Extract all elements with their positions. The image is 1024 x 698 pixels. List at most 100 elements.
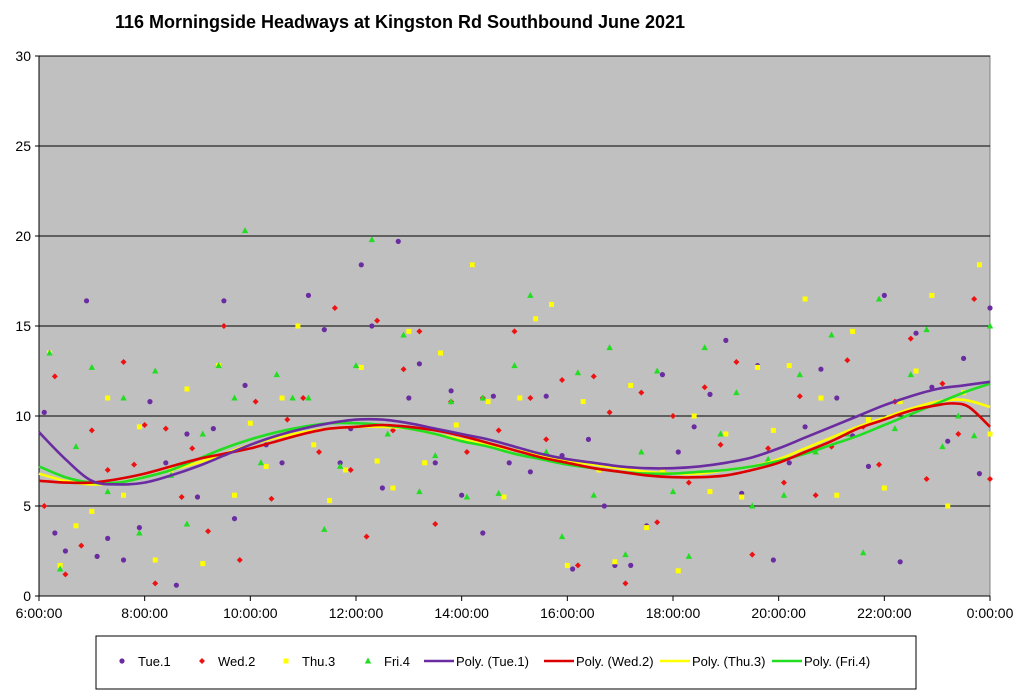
data-point	[818, 395, 824, 401]
data-point	[733, 389, 740, 396]
data-point	[786, 460, 792, 466]
data-point	[152, 580, 159, 587]
data-point	[585, 436, 592, 442]
data-point	[590, 491, 597, 498]
data-point	[622, 580, 629, 587]
data-point	[548, 301, 554, 307]
legend-item: Poly. (Thu.3)	[660, 654, 765, 669]
data-point	[220, 323, 227, 329]
data-point	[268, 495, 275, 502]
data-point	[638, 448, 645, 455]
data-point	[321, 327, 327, 333]
data-point	[136, 525, 142, 531]
data-point	[733, 359, 740, 365]
data-point	[406, 328, 412, 334]
data-point	[527, 395, 534, 401]
data-point	[432, 460, 438, 466]
data-point	[818, 366, 824, 372]
legend-item: Wed.2	[199, 654, 255, 669]
data-point	[987, 431, 993, 437]
data-point	[321, 525, 328, 532]
data-point	[400, 366, 407, 373]
data-point	[986, 322, 994, 329]
legend-label: Thu.3	[302, 654, 335, 669]
legend-box	[95, 635, 917, 690]
data-point	[231, 492, 237, 498]
data-point	[56, 565, 64, 572]
data-point	[459, 492, 465, 498]
legend-marker	[119, 658, 125, 664]
data-point	[812, 492, 819, 499]
x-tick-label: 14:00:00	[434, 605, 489, 621]
data-point	[210, 426, 216, 432]
data-point	[347, 467, 354, 473]
data-point	[923, 476, 930, 482]
data-point	[416, 488, 423, 495]
data-point	[939, 443, 946, 450]
data-point	[533, 316, 539, 322]
x-tick-label: 6:00:00	[16, 605, 63, 621]
data-point	[62, 571, 69, 578]
legend-label: Poly. (Tue.1)	[456, 654, 529, 669]
data-point	[221, 298, 227, 304]
series-tue-1	[41, 238, 993, 588]
data-point	[976, 471, 983, 477]
data-point	[147, 399, 153, 405]
data-point	[231, 394, 238, 401]
data-point	[463, 493, 471, 500]
data-point	[834, 492, 840, 498]
grid-lines	[39, 55, 990, 507]
data-points	[41, 227, 994, 588]
data-point	[78, 542, 85, 549]
data-point	[802, 296, 808, 302]
data-point	[490, 393, 496, 399]
data-point	[105, 395, 111, 401]
data-point	[511, 328, 518, 335]
data-point	[305, 394, 312, 401]
data-point	[765, 445, 772, 452]
data-point	[448, 388, 454, 394]
data-point	[194, 494, 201, 500]
y-tick-label: 20	[15, 228, 31, 244]
data-point	[316, 449, 323, 455]
data-point	[231, 516, 238, 522]
data-point	[52, 530, 58, 536]
data-point	[501, 494, 507, 500]
legend: Tue.1 Wed.2 Thu.3 Fri.4 Poly. (Tue.1) Poly. (…	[119, 654, 870, 669]
data-point	[685, 552, 693, 559]
data-point	[46, 349, 53, 356]
data-point	[252, 398, 259, 405]
data-point	[189, 445, 196, 452]
x-tick-label: 22:00:00	[857, 605, 912, 621]
data-point	[247, 420, 253, 426]
legend-item: Fri.4	[364, 654, 410, 669]
data-point	[62, 548, 69, 554]
y-tick-label: 10	[15, 408, 31, 424]
data-point	[352, 362, 360, 369]
data-point	[796, 371, 803, 378]
data-point	[41, 409, 47, 415]
data-point	[987, 305, 993, 311]
data-point	[200, 561, 206, 567]
data-point	[865, 417, 871, 423]
data-point	[601, 503, 607, 509]
data-point	[41, 503, 48, 509]
data-point	[284, 416, 291, 423]
data-point	[120, 394, 127, 401]
data-point	[136, 424, 142, 430]
data-point	[543, 393, 549, 399]
data-point	[205, 528, 212, 535]
data-point	[574, 562, 581, 569]
x-axis: 6:00:00 8:00:00 10:00:00 12:00:00 14:00:00 16…	[16, 596, 1014, 621]
data-point	[590, 373, 597, 380]
data-point	[739, 494, 745, 500]
data-point	[120, 359, 127, 365]
data-point	[389, 427, 396, 434]
data-point	[51, 373, 58, 380]
data-point	[236, 557, 243, 563]
legend-label: Wed.2	[218, 654, 255, 669]
data-point	[337, 460, 343, 466]
data-point	[976, 262, 982, 268]
data-point	[279, 395, 285, 401]
y-tick-label: 30	[15, 48, 31, 64]
